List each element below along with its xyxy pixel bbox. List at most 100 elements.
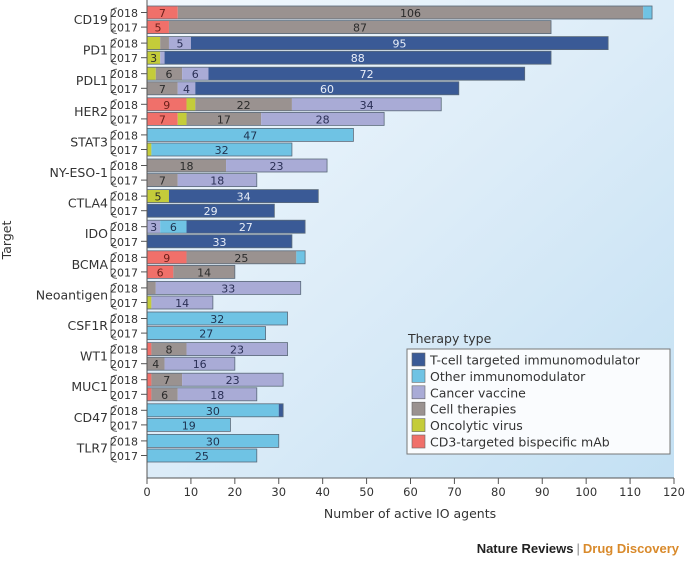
bar-segment-cell [186, 112, 262, 126]
year-label: 2017 [110, 266, 138, 279]
bar-cd47-2018: 30 [146, 403, 284, 418]
target-label: BCMA [72, 257, 109, 272]
bar-segment-oncolytic [147, 143, 152, 156]
bar-tlr7-2018: 30 [146, 433, 280, 448]
bar-segment-cell [195, 97, 292, 111]
year-label: 2018 [110, 405, 138, 418]
journal-footer: Nature Reviews | Drug Discovery [477, 541, 679, 556]
year-label: 2017 [110, 328, 138, 341]
year-label: 2018 [110, 191, 138, 204]
bracket [110, 191, 118, 218]
x-tick-label: 40 [315, 485, 330, 499]
year-label: 2018 [110, 160, 138, 173]
bracket [110, 405, 118, 432]
legend-label: Cancer vaccine [430, 385, 526, 400]
bar-segment-oncolytic [147, 189, 169, 203]
target-label: TLR7 [76, 440, 108, 455]
data-label: 3 [150, 52, 157, 65]
bar-segment-other [147, 418, 231, 432]
bracket [110, 282, 118, 310]
data-label: 6 [157, 266, 164, 279]
bar-segment-cd3 [147, 342, 152, 356]
bar-segment-vaccine [177, 387, 257, 401]
data-label: 87 [353, 22, 367, 35]
target-label: Neoantigen [36, 287, 108, 302]
year-label: 2017 [110, 297, 138, 310]
x-tick-label: 120 [663, 485, 685, 499]
bar-segment-cell [155, 67, 183, 81]
bar-ido-2017: 33 [146, 234, 293, 249]
data-label: 17 [217, 113, 231, 126]
bar-segment-cd3 [147, 20, 169, 34]
target-label: PD1 [83, 43, 108, 58]
data-label: 29 [204, 205, 218, 218]
data-label: 18 [180, 160, 194, 173]
data-label: 88 [351, 52, 365, 65]
bar-segment-cell [151, 387, 178, 401]
bar-pdl1-2017: 7 4 60 [146, 81, 460, 96]
year-label: 2017 [110, 205, 138, 218]
bar-segment-vaccine [226, 159, 328, 172]
year-label: 2017 [110, 175, 138, 188]
data-label: 4 [183, 83, 190, 96]
x-tick-label: 30 [271, 485, 286, 499]
data-label: 28 [316, 113, 330, 126]
bar-neoantigen-2018: 33 [146, 280, 302, 295]
data-label: 32 [215, 144, 229, 157]
bar-cd19-2017: 5 87 [146, 20, 552, 35]
data-label: 72 [360, 68, 374, 81]
year-label: 2018 [110, 38, 138, 51]
year-label: 2018 [110, 252, 138, 265]
bar-segment-cell [173, 265, 235, 279]
bar-segment-tcell [186, 220, 306, 234]
legend-label: Oncolytic virus [430, 418, 523, 433]
x-tick-label: 80 [491, 485, 506, 499]
bar-segment-cd3 [147, 250, 187, 264]
bar-segment-cell [177, 6, 644, 19]
year-label: 2017 [110, 52, 138, 65]
bar-segment-cell [186, 250, 297, 264]
legend-swatch [411, 418, 426, 432]
data-label: 7 [159, 83, 166, 96]
bar-ctla4-2017: 29 [146, 203, 275, 218]
legend-swatch [411, 385, 426, 400]
data-label: 3 [150, 221, 157, 234]
bracket [110, 252, 118, 279]
bar-stat3-2017: 32 [146, 142, 293, 157]
x-tick-label: 100 [575, 485, 597, 499]
data-label: 25 [195, 450, 209, 463]
bar-segment-vaccine [177, 81, 196, 95]
bar-pdl1-2018: 6 6 72 [146, 66, 526, 81]
year-label: 2018 [110, 435, 138, 448]
bar-segment-other [151, 143, 292, 156]
bracket [110, 99, 118, 126]
bar-segment-other [643, 6, 653, 19]
bar-wt1-2018: 8 23 [146, 342, 288, 357]
bracket [110, 313, 118, 341]
bar-segment-cell [147, 173, 178, 187]
year-label: 2017 [110, 22, 138, 35]
data-label: 14 [175, 297, 189, 310]
data-label: 32 [210, 313, 224, 326]
bar-segment-vaccine [160, 51, 165, 65]
bar-segment-cd3 [147, 97, 187, 111]
bar-her2-2017: 7 17 28 [146, 112, 385, 126]
bar-segment-other [147, 312, 288, 325]
data-label: 30 [206, 435, 220, 448]
bar-bcma-2017: 6 14 [146, 264, 236, 279]
target-label: CSF1R [68, 318, 109, 333]
bar-segment-other [147, 403, 279, 417]
year-label: 2018 [110, 282, 138, 295]
bar-segment-other [147, 128, 354, 142]
x-ticks-layer: 0 10 20 30 40 50 60 70 80 90 100 110 120 [143, 478, 685, 499]
x-tick-label: 50 [359, 485, 374, 499]
target-label: CD47 [74, 410, 108, 425]
data-label: 7 [159, 113, 166, 126]
x-tick-label: 0 [143, 485, 150, 499]
bar-csf1r-2017: 27 [146, 326, 266, 341]
bar-segment-tcell [190, 36, 609, 50]
bar-segment-cd3 [147, 112, 178, 126]
bar-segment-vaccine [151, 296, 213, 309]
data-label: 16 [193, 358, 207, 371]
bar-segment-cell [151, 342, 187, 356]
